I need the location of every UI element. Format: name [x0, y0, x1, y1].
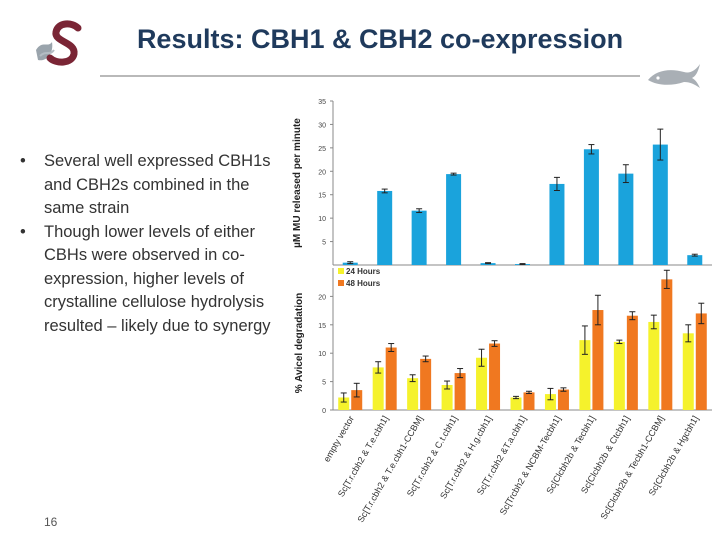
bar-24-hours	[510, 397, 522, 410]
university-logo	[34, 20, 84, 66]
bar-24-hours	[613, 341, 625, 410]
bar-48-hours	[695, 313, 707, 410]
bar-48-hours	[351, 390, 363, 410]
fish-logo-icon	[648, 64, 700, 88]
bar-24-hours	[476, 357, 488, 410]
bar-48-hours	[661, 279, 673, 410]
top-bar	[411, 210, 427, 265]
bottom-y-tick-label: 10	[318, 351, 326, 358]
bullet-symbol: •	[20, 152, 26, 170]
fish-logo	[646, 62, 702, 90]
top-y-tick-label: 35	[318, 99, 326, 106]
slide-title: Results: CBH1 & CBH2 co-expression	[136, 24, 624, 54]
bullet-symbol: •	[20, 222, 26, 241]
bar-24-hours	[648, 321, 660, 410]
top-y-tick-label: 15	[318, 193, 326, 200]
stellenbosch-s-logo-icon	[36, 20, 82, 66]
top-y-tick-label: 5	[322, 240, 326, 247]
bar-48-hours	[454, 373, 466, 410]
bullet-item: • Several well expressed CBH1s and CBH2s…	[20, 150, 282, 221]
bar-24-hours	[338, 397, 350, 410]
top-y-tick-label: 10	[318, 216, 326, 223]
top-bar	[618, 173, 634, 265]
bar-24-hours	[544, 394, 556, 410]
top-bar	[583, 149, 599, 265]
bar-48-hours	[420, 358, 432, 410]
top-bar	[549, 183, 565, 265]
top-y-tick-label: 20	[318, 169, 326, 176]
bar-24-hours	[579, 340, 591, 410]
bottom-y-tick-label: 5	[322, 380, 326, 387]
top-y-tick-label: 25	[318, 146, 326, 153]
bottom-y-tick-label: 20	[318, 294, 326, 301]
top-bar	[687, 255, 703, 265]
top-bar	[652, 144, 668, 265]
bottom-y-tick-label: 0	[322, 408, 326, 415]
title-divider	[100, 75, 640, 77]
bar-24-hours	[407, 378, 419, 410]
bar-24-hours	[372, 367, 384, 410]
bottom-y-tick-label: 15	[318, 323, 326, 330]
bar-48-hours	[557, 389, 569, 410]
bullet-item: • Though lower levels of either CBHs wer…	[20, 221, 282, 339]
bar-48-hours	[592, 310, 604, 410]
bar-24-hours	[682, 333, 694, 410]
bar-48-hours	[523, 392, 535, 410]
top-y-axis-label: µM MU released per minute	[292, 118, 303, 248]
bullet-text: Though lower levels of either CBHs were …	[44, 222, 271, 335]
top-bar	[377, 190, 393, 265]
bullet-text: Several well expressed CBH1s and CBH2s c…	[44, 152, 271, 217]
bar-24-hours	[441, 385, 453, 410]
bottom-y-axis-label: % Avicel degradation	[294, 293, 305, 393]
x-category-label: Sc[Trcbh2 & NCBM-Tecbh1]	[498, 414, 563, 517]
legend-label: 48 Hours	[346, 279, 381, 288]
x-category-label: Sc[Clcbh2b & Tecbh1-CCBM]	[598, 414, 666, 521]
top-y-tick-label: 30	[318, 122, 326, 129]
legend-swatch	[338, 280, 344, 286]
legend-label: 24 Hours	[346, 267, 381, 276]
x-category-label: empty vector	[322, 414, 356, 464]
bullet-list: • Several well expressed CBH1s and CBH2s…	[20, 150, 282, 338]
bar-48-hours	[626, 315, 638, 410]
legend-swatch	[338, 268, 344, 274]
top-bar	[446, 174, 462, 265]
x-category-label: Sc[T.r.cbh2 & T.e.cbh1-CCBM]	[356, 414, 425, 524]
bar-48-hours	[385, 347, 397, 410]
page-number: 16	[44, 515, 58, 529]
bar-charts: 5 10 15 20 25 30 35 µM MU released per minute 0 5…	[292, 99, 712, 524]
bar-48-hours	[489, 343, 501, 410]
